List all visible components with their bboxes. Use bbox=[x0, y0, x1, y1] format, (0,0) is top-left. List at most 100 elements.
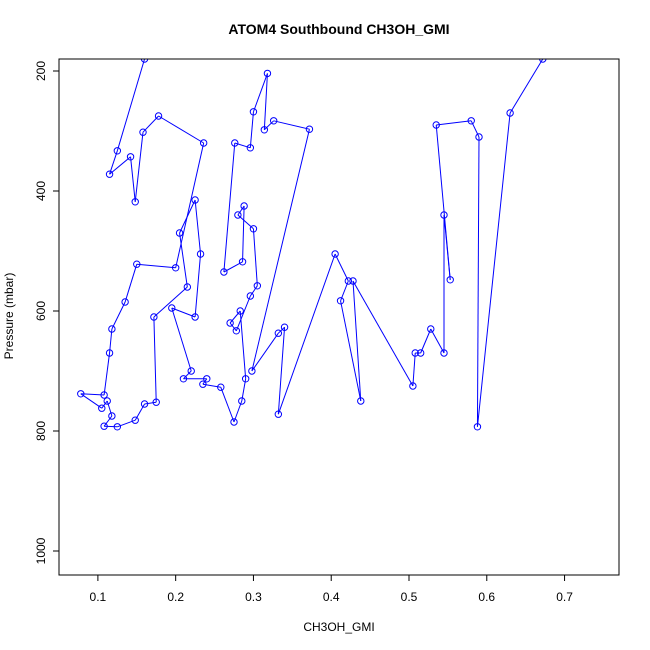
series-line-segment bbox=[251, 129, 310, 372]
series-line-segment bbox=[109, 328, 113, 354]
data-point bbox=[140, 400, 149, 408]
data-point bbox=[187, 367, 195, 375]
series-line-segment bbox=[103, 352, 111, 396]
series-line-segment bbox=[136, 263, 176, 269]
series-line-segment bbox=[252, 73, 268, 112]
data-point bbox=[349, 277, 357, 285]
data-point bbox=[432, 121, 440, 129]
series-line-segment bbox=[435, 124, 451, 280]
data-point bbox=[131, 416, 139, 424]
series-line-segment bbox=[179, 199, 196, 234]
data-point bbox=[100, 422, 108, 430]
data-point bbox=[199, 380, 207, 388]
series-line-segment bbox=[134, 132, 144, 202]
series-line-segment bbox=[103, 415, 113, 427]
data-point bbox=[140, 59, 149, 63]
data-point bbox=[336, 297, 345, 305]
data-point bbox=[152, 398, 160, 406]
data-point bbox=[280, 323, 289, 331]
series-line-segment bbox=[220, 387, 235, 423]
series-line-segment bbox=[277, 253, 336, 415]
data-point bbox=[238, 258, 247, 266]
data-point bbox=[446, 276, 454, 284]
data-point bbox=[506, 109, 514, 117]
series-line-segment bbox=[80, 393, 103, 409]
data-point bbox=[220, 268, 228, 276]
series-line-segment bbox=[430, 328, 445, 354]
data-point bbox=[305, 125, 314, 133]
data-point bbox=[103, 397, 111, 405]
series-line-segment bbox=[101, 400, 108, 409]
series-line-segment bbox=[420, 328, 432, 354]
y-axis-label: Pressure (mbar) bbox=[2, 273, 16, 360]
data-point bbox=[231, 139, 239, 147]
series-line-segment bbox=[80, 393, 105, 396]
y-tick-label: 400 bbox=[34, 181, 48, 201]
series-line-segment bbox=[476, 136, 480, 427]
data-point bbox=[467, 117, 475, 125]
data-point bbox=[171, 264, 180, 272]
series-line-segment bbox=[229, 310, 241, 324]
x-tick-label: 0.2 bbox=[167, 590, 184, 604]
series-line-segment bbox=[111, 301, 126, 330]
data-point bbox=[427, 325, 435, 333]
data-point bbox=[236, 307, 244, 315]
data-point bbox=[126, 153, 135, 161]
data-point bbox=[175, 229, 184, 237]
data-point bbox=[203, 375, 211, 383]
data-point bbox=[274, 410, 283, 418]
data-point bbox=[191, 196, 199, 204]
data-point bbox=[133, 260, 141, 268]
x-axis-label: CH3OH_GMI bbox=[303, 620, 374, 634]
data-point bbox=[440, 349, 448, 357]
data-point bbox=[105, 349, 114, 357]
data-point bbox=[199, 139, 208, 147]
data-point bbox=[249, 108, 258, 116]
data-point bbox=[411, 349, 419, 357]
data-point bbox=[131, 198, 139, 206]
data-point bbox=[108, 412, 116, 420]
series-line-segment bbox=[194, 253, 202, 318]
y-tick-label: 200 bbox=[34, 61, 48, 81]
series-line-segment bbox=[436, 120, 472, 126]
data-point bbox=[416, 349, 425, 357]
data-point bbox=[168, 304, 176, 312]
data-point bbox=[191, 313, 199, 321]
data-point bbox=[105, 170, 114, 178]
series-line-segment bbox=[340, 300, 362, 402]
y-tick-label: 1000 bbox=[34, 537, 48, 564]
data-point bbox=[113, 423, 122, 431]
data-point bbox=[154, 112, 163, 120]
x-tick-label: 0.6 bbox=[478, 590, 495, 604]
data-point bbox=[246, 292, 255, 300]
series-line-segment bbox=[109, 150, 118, 175]
series-line-segment bbox=[142, 115, 159, 133]
data-point bbox=[179, 375, 188, 383]
series-line-segment bbox=[470, 120, 480, 138]
data-point bbox=[121, 298, 129, 306]
x-axis: 0.1 0.2 0.3 0.4 0.5 0.6 0.7 bbox=[90, 575, 573, 604]
x-tick-label: 0.5 bbox=[401, 590, 418, 604]
series-line-segment bbox=[124, 264, 138, 303]
series-line-segment bbox=[109, 156, 131, 175]
data-point bbox=[357, 397, 365, 405]
series-line-segment bbox=[249, 111, 254, 148]
series-line-segment bbox=[171, 307, 196, 318]
plot-frame bbox=[58, 58, 620, 576]
data-point bbox=[108, 325, 116, 333]
series-line-segment bbox=[179, 232, 188, 288]
x-tick-label: 0.4 bbox=[323, 590, 340, 604]
data-point bbox=[475, 133, 483, 141]
series-line-segment bbox=[144, 401, 157, 405]
series-line-segment bbox=[153, 286, 188, 318]
series-line-segment bbox=[241, 378, 247, 402]
data-point bbox=[100, 391, 108, 399]
series-line-segment bbox=[334, 253, 349, 282]
data-point bbox=[344, 277, 353, 285]
data-point bbox=[240, 202, 248, 210]
series-line-segment bbox=[175, 142, 205, 268]
data-point bbox=[246, 144, 255, 152]
series-line-segment bbox=[509, 59, 544, 114]
series-line-segment bbox=[153, 316, 157, 403]
